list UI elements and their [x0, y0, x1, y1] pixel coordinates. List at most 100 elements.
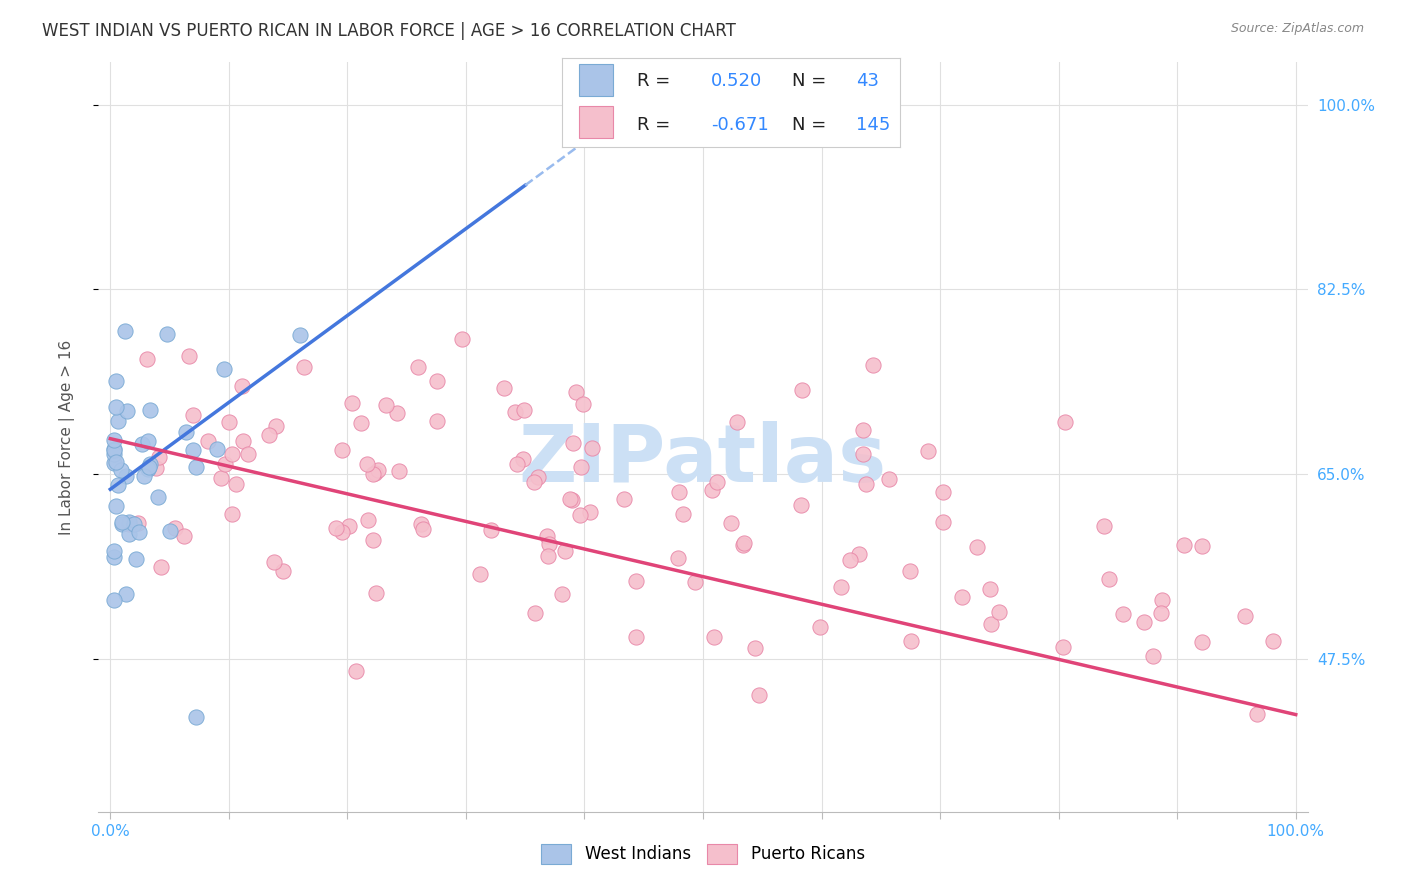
Point: [599, 634, 621, 648]
Point: [353, 457, 375, 471]
Point: [104, 478, 127, 492]
Point: [924, 619, 946, 633]
Point: [256, 416, 278, 430]
Text: 43: 43: [856, 72, 879, 90]
Text: 145: 145: [856, 116, 890, 134]
Text: R =: R =: [637, 72, 676, 90]
Text: -0.671: -0.671: [711, 116, 769, 134]
Point: [352, 405, 374, 419]
Point: [782, 635, 804, 649]
Point: [266, 463, 288, 477]
Point: [373, 549, 395, 564]
Point: [105, 463, 128, 477]
Point: [150, 443, 173, 458]
Point: [465, 575, 488, 590]
Point: [650, 616, 672, 631]
Point: [770, 538, 793, 552]
Point: [969, 573, 991, 587]
Point: [751, 649, 773, 664]
Legend: West Indians, Puerto Ricans: West Indians, Puerto Ricans: [534, 838, 872, 871]
Point: [357, 403, 380, 417]
Point: [302, 374, 325, 388]
Point: [263, 533, 285, 548]
Point: [150, 408, 173, 422]
Point: [575, 359, 598, 373]
Bar: [579, 64, 613, 96]
Text: R =: R =: [637, 116, 676, 134]
Point: [118, 437, 141, 451]
Point: [176, 447, 198, 461]
Point: [319, 332, 342, 346]
Point: [454, 550, 477, 565]
Point: [782, 540, 804, 554]
Point: [873, 581, 896, 595]
Point: [124, 458, 146, 472]
Point: [152, 710, 174, 724]
Point: [110, 404, 132, 418]
Point: [104, 413, 127, 427]
Point: [599, 564, 621, 578]
Point: [260, 513, 283, 527]
Point: [631, 590, 654, 604]
Point: [122, 351, 145, 366]
Point: [173, 415, 195, 429]
Point: [374, 537, 396, 551]
Point: [654, 605, 676, 619]
Point: [1026, 739, 1049, 754]
Point: [641, 540, 664, 554]
Point: [883, 613, 905, 627]
Point: [1049, 597, 1071, 611]
Point: [278, 406, 301, 420]
Point: [815, 706, 838, 721]
Point: [477, 630, 499, 644]
Point: [1024, 582, 1046, 597]
Point: [475, 483, 498, 498]
Point: [304, 414, 326, 428]
Point: [756, 592, 779, 607]
Point: [122, 434, 145, 449]
Point: [117, 524, 139, 539]
Point: [101, 443, 124, 458]
Point: [136, 524, 159, 538]
Point: [364, 475, 387, 489]
Point: [381, 587, 404, 601]
Point: [879, 581, 901, 595]
Point: [392, 508, 415, 522]
Point: [152, 460, 174, 475]
Point: [107, 516, 129, 531]
Point: [128, 461, 150, 475]
Point: [145, 529, 167, 543]
Point: [993, 612, 1015, 626]
Point: [373, 529, 395, 543]
Text: ZIPatlas: ZIPatlas: [519, 420, 887, 499]
Point: [101, 544, 124, 558]
Point: [491, 416, 513, 430]
Point: [169, 470, 191, 484]
Point: [135, 327, 157, 342]
Point: [198, 428, 221, 442]
Point: [366, 469, 388, 483]
Point: [567, 547, 589, 561]
Point: [117, 516, 139, 531]
Point: [388, 435, 411, 450]
Point: [177, 477, 200, 491]
Point: [101, 592, 124, 607]
Point: [103, 500, 125, 514]
Point: [502, 640, 524, 655]
Point: [101, 447, 124, 461]
Point: [129, 490, 152, 504]
Point: [389, 384, 412, 399]
Point: [271, 397, 294, 411]
Point: [103, 401, 125, 415]
Point: [186, 447, 208, 461]
Point: [1153, 700, 1175, 714]
Point: [486, 516, 509, 530]
Point: [720, 519, 742, 533]
Point: [263, 467, 285, 481]
Point: [243, 524, 266, 539]
Point: [111, 517, 134, 532]
Point: [107, 515, 129, 529]
Point: [420, 491, 443, 506]
Point: [101, 434, 124, 448]
Point: [160, 434, 183, 448]
